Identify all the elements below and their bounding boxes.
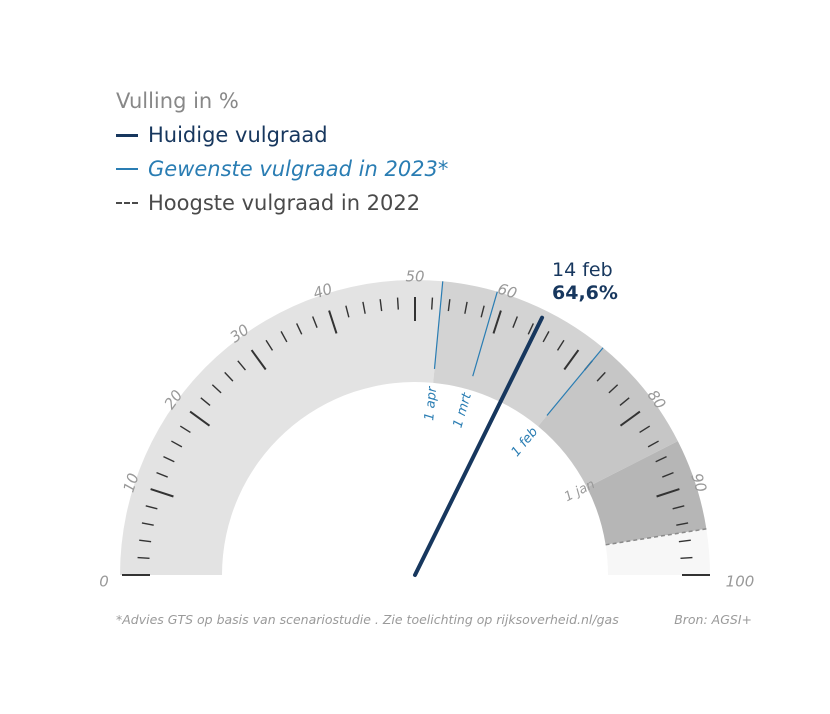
gauge-band-0 (120, 280, 443, 575)
gauge-bands (120, 280, 710, 575)
legend-title: Vulling in % (116, 89, 239, 113)
tick-label-100: 100 (726, 573, 755, 591)
major-tick-20 (189, 410, 211, 427)
minor-tick-14 (163, 455, 175, 463)
tick-label-40: 40 (311, 280, 335, 303)
major-tick-80 (619, 410, 641, 427)
minor-tick-86 (655, 455, 667, 463)
legend-item-target: Gewenste vulgraad in 2023* (116, 152, 448, 186)
minor-tick-18 (179, 425, 191, 434)
target-marker-label-1: 1 mrt (451, 391, 476, 430)
minor-tick-26 (224, 371, 234, 382)
legend-label-max: Hoogste vulgraad in 2022 (148, 191, 421, 215)
legend-swatch-solid-blue (116, 168, 138, 170)
minor-tick-62 (512, 316, 518, 328)
gauge-needle-group (413, 315, 545, 577)
minor-tick-22 (200, 397, 211, 406)
legend-swatch-solid-dark (116, 133, 138, 137)
minor-tick-84 (647, 440, 659, 448)
legend-item-max: Hoogste vulgraad in 2022 (116, 186, 448, 220)
major-tick-40 (328, 310, 338, 334)
minor-tick-16 (171, 440, 183, 448)
minor-tick-78 (619, 397, 630, 406)
gauge-band-1 (433, 281, 604, 427)
tick-label-60: 60 (495, 280, 519, 303)
legend-label-target: Gewenste vulgraad in 2023* (148, 157, 449, 181)
major-tick-10 (150, 488, 174, 498)
minor-tick-74 (596, 371, 606, 382)
legend-label-current: Huidige vulgraad (148, 123, 328, 147)
minor-tick-58 (480, 305, 485, 318)
minor-tick-36 (295, 323, 303, 335)
target-marker-line-0 (433, 281, 444, 369)
minor-tick-46 (379, 299, 383, 312)
source-label: Bron: AGSI+ (674, 612, 752, 627)
legend: Vulling in % Huidige vulgraad Gewenste v… (116, 86, 448, 220)
minor-tick-24 (211, 384, 222, 394)
minor-tick-98 (680, 556, 693, 559)
major-tick-60 (492, 310, 502, 334)
tick-label-0: 0 (99, 573, 109, 591)
target-marker-line-2 (546, 347, 604, 416)
current-value-label: 64,6% (552, 282, 618, 304)
minor-tick-66 (542, 331, 550, 343)
minor-tick-68 (556, 339, 565, 351)
major-tick-30 (250, 349, 267, 371)
max-2022-boundary-line (605, 528, 707, 546)
minor-tick-12 (156, 472, 168, 478)
minor-tick-48 (396, 297, 399, 310)
major-tick-70 (563, 349, 580, 371)
target-marker-label-2: 1 feb (509, 425, 542, 460)
minor-tick-82 (639, 425, 651, 434)
minor-tick-44 (362, 301, 366, 314)
footnote: *Advies GTS op basis van scenariostudie … (116, 612, 619, 627)
gauge-band-3 (586, 441, 707, 545)
gauge-band-2 (538, 347, 678, 488)
minor-tick-38 (312, 316, 318, 328)
minor-tick-64 (527, 323, 535, 335)
legend-swatch-dashed (116, 202, 138, 204)
minor-tick-4 (139, 539, 152, 543)
minor-tick-28 (237, 360, 246, 371)
minor-tick-32 (265, 339, 274, 351)
minor-tick-96 (678, 539, 691, 543)
minor-tick-2 (137, 556, 150, 559)
minor-tick-92 (672, 505, 685, 510)
tick-label-10: 10 (120, 471, 143, 495)
minor-tick-52 (431, 297, 434, 310)
minor-tick-54 (447, 299, 451, 312)
minor-tick-42 (345, 305, 350, 318)
target-marker-line-1 (472, 291, 498, 377)
minor-tick-88 (662, 472, 674, 478)
gauge-minor-ticks (137, 297, 693, 559)
tick-label-50: 50 (405, 268, 424, 286)
gauge-needle (413, 315, 545, 577)
current-date-label: 14 feb (552, 259, 613, 281)
minor-tick-8 (145, 505, 158, 510)
minor-tick-34 (280, 331, 288, 343)
legend-item-current: Huidige vulgraad (116, 118, 448, 152)
minor-tick-94 (676, 522, 689, 526)
max-2022-label: 1 jan (562, 477, 598, 505)
major-tick-90 (656, 488, 680, 498)
gauge-major-ticks (122, 297, 710, 576)
tick-label-90: 90 (687, 471, 710, 495)
minor-tick-56 (464, 301, 468, 314)
minor-tick-76 (608, 384, 619, 394)
target-marker-label-0: 1 apr (422, 384, 440, 421)
minor-tick-6 (141, 522, 154, 526)
